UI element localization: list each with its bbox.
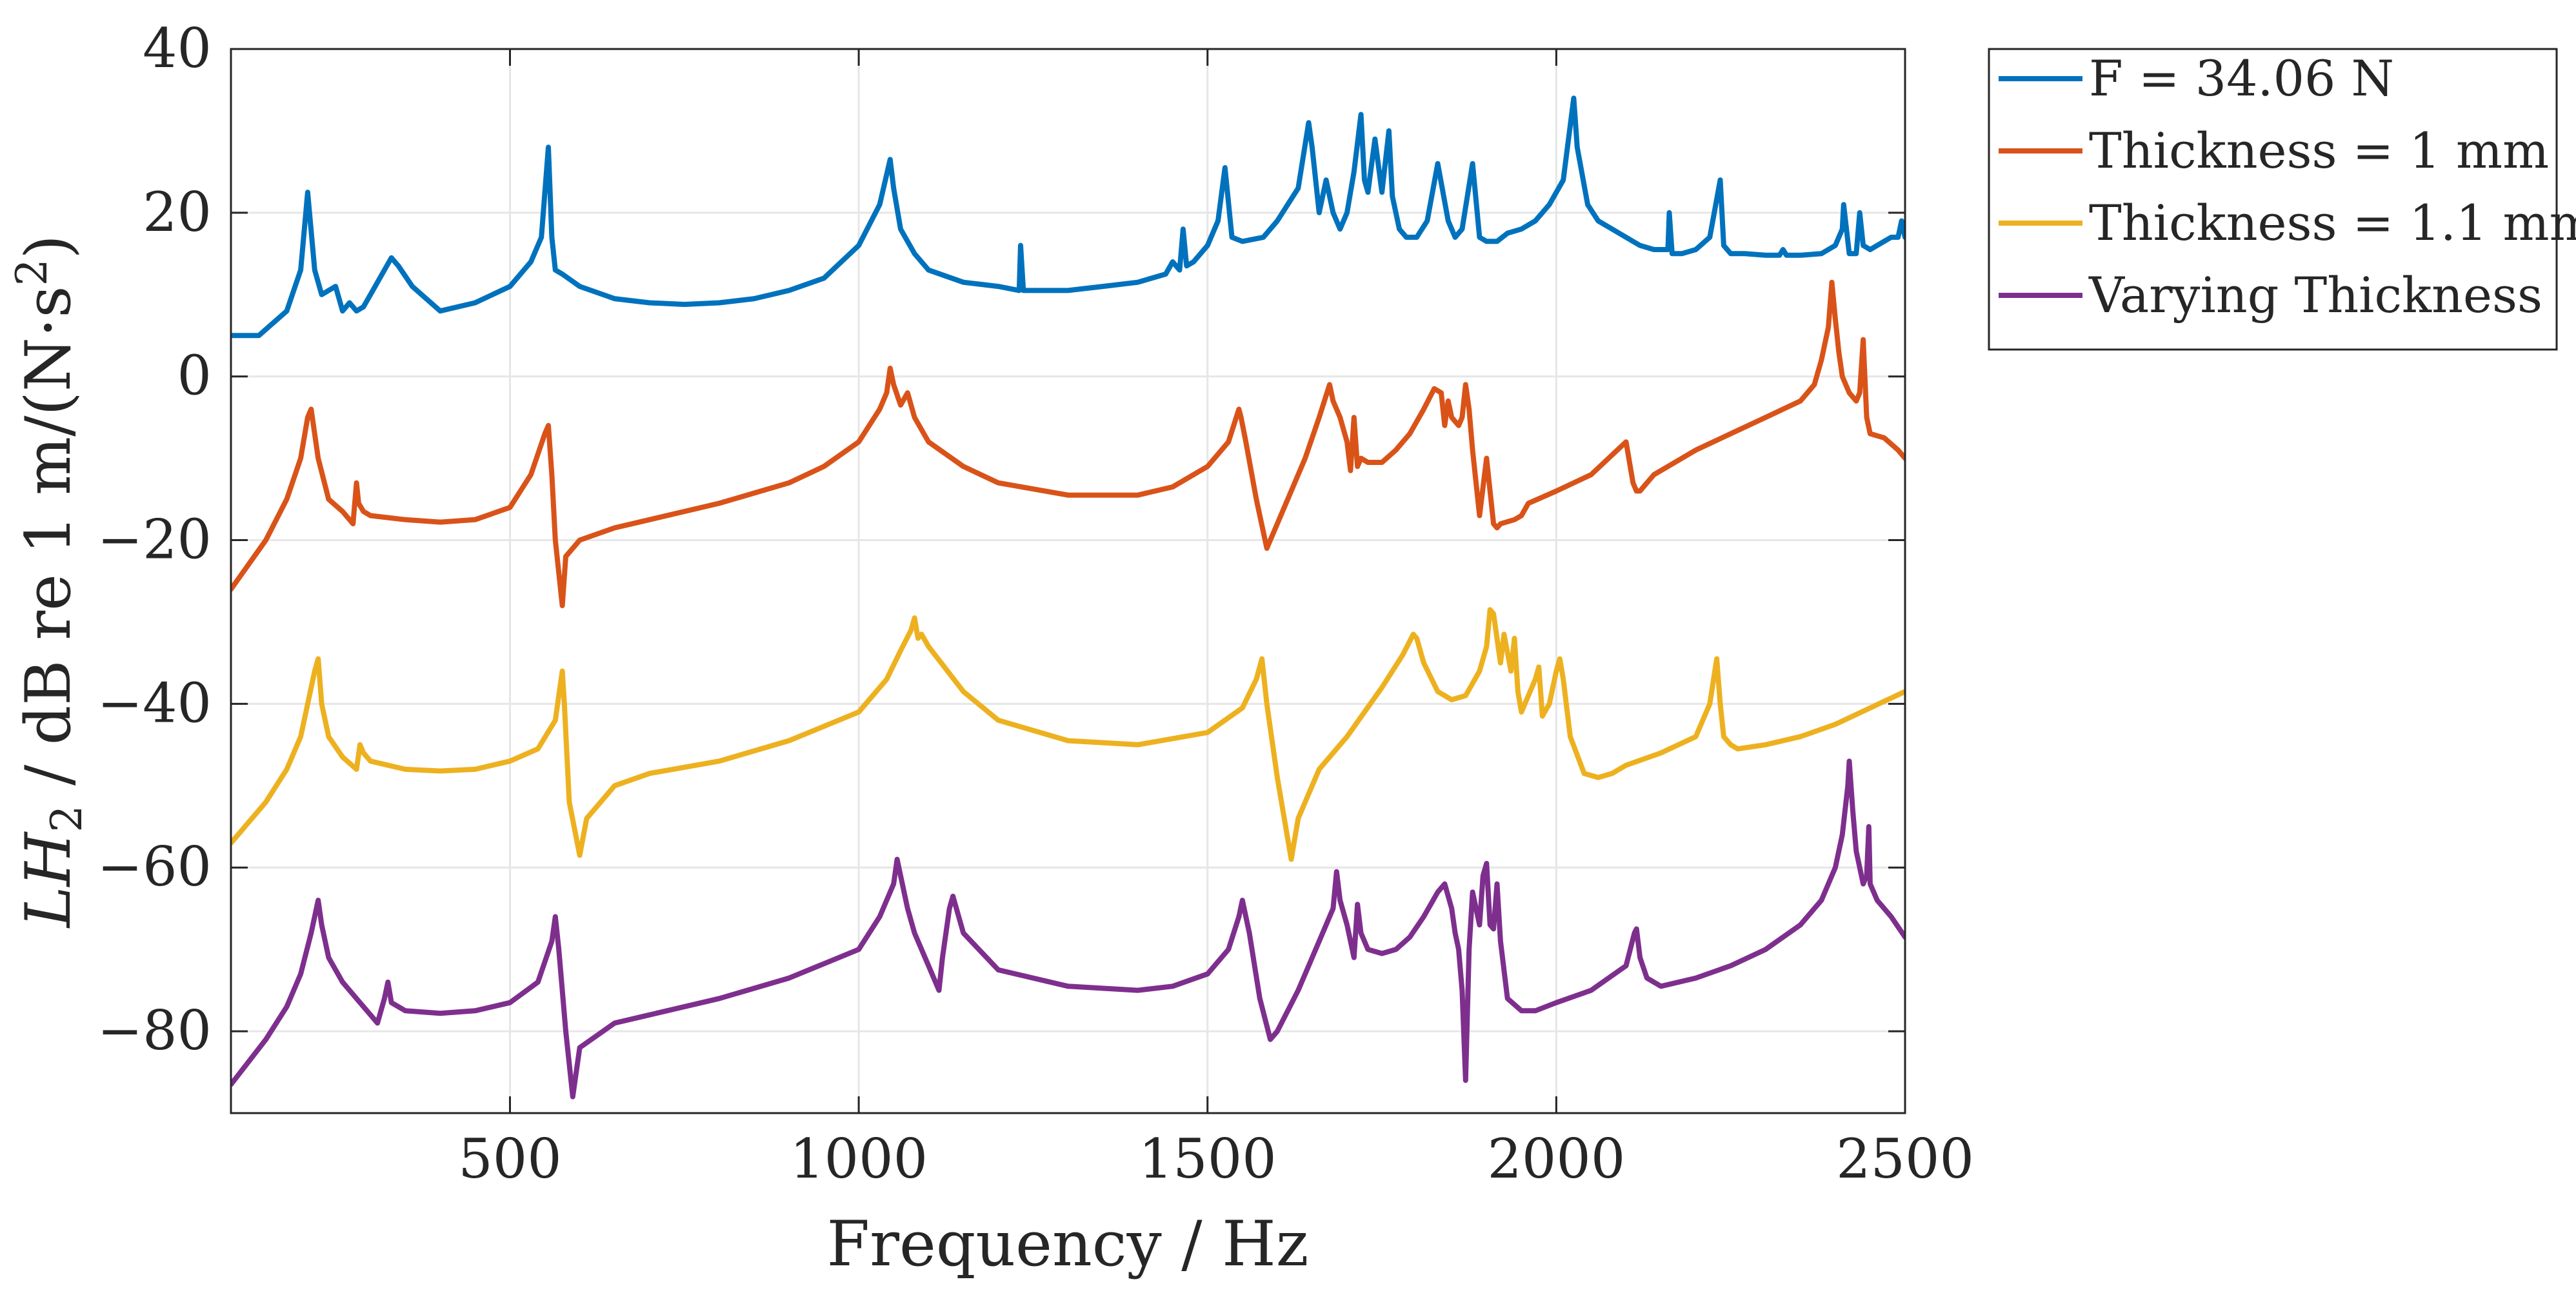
legend-items: F = 34.06 N Thickness = 1 mm Thickness = 1… (1999, 50, 2576, 324)
y-axis-label-subscript: 2 (42, 805, 92, 833)
x-tick-label: 2000 (1487, 1127, 1625, 1190)
legend: F = 34.06 N Thickness = 1 mm Thickness = 1… (1988, 48, 2576, 351)
legend-label-3: Thickness = 1.1 mm (2089, 194, 2576, 252)
x-tick-label: 1500 (1139, 1127, 1277, 1190)
plot-area: 500 1000 1500 2000 2500 40 20 0 −20 −40 −60 −80 (97, 17, 1974, 1190)
x-axis-label: Frequency / Hz (827, 1208, 1309, 1280)
y-tick-label: 40 (143, 17, 212, 80)
y-tick-label: −40 (97, 671, 212, 735)
series-layer (231, 95, 1905, 1100)
legend-label-1: F = 34.06 N (2089, 50, 2394, 107)
y-axis-label-unit-s: s (12, 286, 85, 317)
y-axis-label-superscript: 2 (7, 259, 57, 286)
y-tick-label: −80 (97, 999, 212, 1062)
y-axis-label: LH2 / dB re 1 m/(N·s2) (7, 235, 92, 929)
legend-box (1988, 48, 2558, 351)
grid (231, 48, 1906, 1113)
y-axis-label-unit-a: / dB re 1 m/(N (12, 337, 85, 805)
axes-box (230, 48, 1906, 1114)
y-tick-label: 20 (143, 181, 212, 244)
series-line-1 (231, 95, 1905, 339)
y-axis-label-variable: LH (12, 831, 85, 929)
series-line-3 (231, 607, 1905, 862)
y-axis-label-unit-b: ) (12, 235, 85, 259)
x-tick-label: 2500 (1836, 1127, 1974, 1190)
series-line-4 (231, 758, 1905, 1100)
ticks: 500 1000 1500 2000 2500 40 20 0 −20 −40 −60 −80 (97, 17, 1974, 1190)
y-tick-label: −20 (97, 508, 212, 571)
y-axis-label-dot: · (12, 318, 85, 338)
legend-label-4: Varying Thickness (2088, 266, 2542, 324)
legend-label-2: Thickness = 1 mm (2089, 122, 2549, 179)
x-tick-label: 1000 (790, 1127, 928, 1190)
y-tick-label: −60 (97, 835, 212, 898)
series-line-2 (231, 279, 1905, 609)
axes-background (231, 49, 1905, 1113)
y-tick-label: 0 (177, 344, 212, 408)
x-tick-label: 500 (458, 1127, 561, 1190)
